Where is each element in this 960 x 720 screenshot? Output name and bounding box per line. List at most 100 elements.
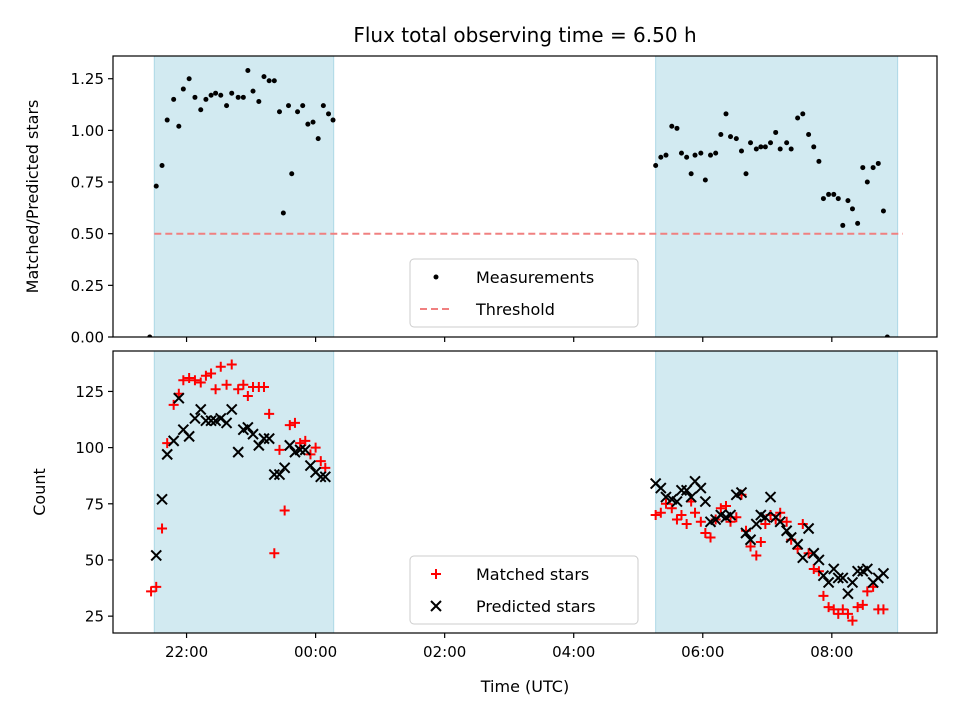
point-predicted-stars: [156, 493, 168, 506]
point-predicted-stars: [822, 576, 835, 589]
point-measurements: [849, 206, 855, 212]
observing-span-2: [655, 55, 899, 338]
point-measurements: [271, 78, 277, 84]
point-predicted-stars: [263, 432, 275, 445]
point-measurements: [256, 98, 262, 104]
point-matched-stars: [289, 417, 300, 428]
point-measurements: [224, 103, 230, 109]
point-matched-stars: [781, 516, 792, 527]
point-matched-stars: [264, 408, 275, 419]
legend-label: Matched stars: [476, 565, 589, 584]
point-predicted-stars: [817, 569, 830, 582]
point-measurements: [330, 117, 336, 123]
point-predicted-stars: [774, 516, 786, 528]
legend-swatch: [430, 600, 442, 612]
point-matched-stars: [238, 379, 249, 390]
point-matched-stars: [269, 548, 280, 559]
point-measurements: [762, 144, 768, 150]
legend: Matched stars Predicted stars: [409, 555, 639, 625]
point-predicted-stars: [764, 491, 777, 503]
point-measurements: [315, 136, 321, 142]
point-matched-stars: [274, 444, 285, 455]
point-predicted-stars: [319, 471, 331, 483]
y-tick-label: 100: [75, 439, 104, 457]
point-matched-stars: [837, 604, 848, 615]
point-measurements: [658, 154, 664, 160]
y-tick-label: 0.00: [71, 329, 104, 347]
point-predicted-stars: [294, 444, 306, 456]
point-predicted-stars: [813, 554, 825, 566]
y-tick-label: 25: [85, 608, 104, 626]
point-measurements: [159, 163, 165, 169]
point-matched-stars: [279, 505, 290, 516]
legend-label: Predicted stars: [476, 597, 596, 616]
point-predicted-stars: [846, 576, 859, 589]
point-measurements: [855, 220, 861, 226]
point-predicted-stars: [220, 417, 233, 429]
point-predicted-stars: [200, 414, 212, 427]
point-predicted-stars: [797, 552, 809, 564]
point-measurements: [229, 90, 235, 96]
point-matched-stars: [690, 507, 701, 518]
point-matched-stars: [823, 602, 834, 613]
point-matched-stars: [206, 368, 217, 379]
legend-swatch: [433, 274, 439, 280]
y-tick-label: 1.25: [71, 70, 104, 88]
point-predicted-stars: [842, 587, 854, 600]
point-measurements: [795, 115, 801, 121]
legend-box: [409, 555, 639, 625]
point-matched-stars: [226, 359, 237, 370]
point-measurements: [663, 152, 669, 158]
point-matched-stars: [720, 501, 731, 512]
point-matched-stars: [755, 536, 766, 547]
point-matched-stars: [157, 523, 168, 534]
point-matched-stars: [842, 608, 853, 619]
y-tick-label: 0.25: [71, 277, 104, 295]
point-matched-stars: [671, 514, 682, 525]
y-tick-label: 125: [75, 383, 104, 401]
point-measurements: [286, 103, 292, 109]
point-matched-stars: [320, 462, 331, 473]
data-points: [146, 359, 890, 626]
point-matched-stars: [258, 381, 269, 392]
point-predicted-stars: [268, 468, 281, 481]
point-matched-stars: [233, 384, 244, 395]
point-matched-stars: [650, 510, 661, 521]
point-predicted-stars: [861, 563, 874, 575]
point-measurements: [753, 146, 759, 152]
point-predicted-stars: [877, 567, 890, 580]
y-tick-label: 50: [85, 551, 104, 569]
point-predicted-stars: [304, 459, 317, 472]
point-predicted-stars: [685, 491, 697, 503]
point-measurements: [310, 119, 316, 125]
point-predicted-stars: [808, 547, 820, 559]
point-measurements: [164, 117, 170, 123]
point-measurements: [820, 196, 826, 202]
point-measurements: [702, 177, 708, 183]
point-matched-stars: [760, 519, 771, 530]
x-axis-label: Time (UTC): [480, 677, 569, 696]
point-matched-stars: [184, 372, 195, 383]
x-tick-label: 06:00: [681, 643, 724, 661]
point-measurements: [147, 334, 153, 337]
point-predicted-stars: [680, 484, 693, 497]
point-measurements: [250, 88, 256, 94]
point-matched-stars: [210, 384, 221, 395]
point-predicted-stars: [750, 518, 763, 530]
point-measurements: [864, 179, 870, 185]
point-measurements: [698, 150, 704, 156]
x-tick-label: 04:00: [552, 643, 595, 661]
point-matched-stars: [852, 602, 863, 613]
point-matched-stars: [284, 420, 295, 431]
point-measurements: [266, 78, 272, 84]
x-tick-label: 00:00: [294, 643, 337, 661]
point-matched-stars: [242, 390, 253, 401]
point-predicted-stars: [247, 428, 259, 440]
point-measurements: [777, 146, 783, 152]
point-measurements: [845, 198, 851, 204]
point-measurements: [289, 171, 295, 177]
point-measurements: [826, 191, 832, 197]
point-measurements: [768, 140, 774, 146]
point-predicted-stars: [278, 462, 291, 474]
point-matched-stars: [857, 599, 868, 610]
